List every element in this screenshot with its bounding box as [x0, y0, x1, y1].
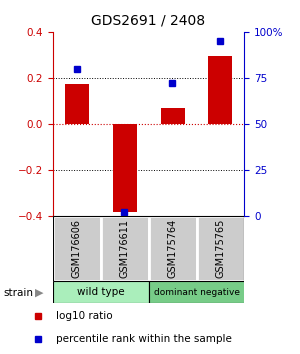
Text: wild type: wild type	[77, 287, 124, 297]
Bar	[112, 124, 136, 212]
Text: GSM176606: GSM176606	[71, 219, 82, 278]
Text: GSM175764: GSM175764	[167, 219, 178, 278]
Text: log10 ratio: log10 ratio	[56, 311, 113, 321]
Bar	[148, 281, 244, 303]
Bar	[64, 84, 88, 124]
Text: GSM175765: GSM175765	[215, 219, 226, 278]
Bar	[148, 216, 196, 281]
Bar	[52, 216, 100, 281]
Bar	[52, 281, 148, 303]
Text: ▶: ▶	[34, 288, 43, 298]
Text: percentile rank within the sample: percentile rank within the sample	[56, 334, 232, 344]
Bar	[208, 56, 232, 124]
Bar	[196, 216, 244, 281]
Bar	[100, 216, 148, 281]
Text: dominant negative: dominant negative	[154, 287, 239, 297]
Text: strain: strain	[3, 288, 33, 298]
Bar	[160, 108, 184, 124]
Title: GDS2691 / 2408: GDS2691 / 2408	[92, 14, 206, 28]
Text: GSM176611: GSM176611	[119, 219, 130, 278]
